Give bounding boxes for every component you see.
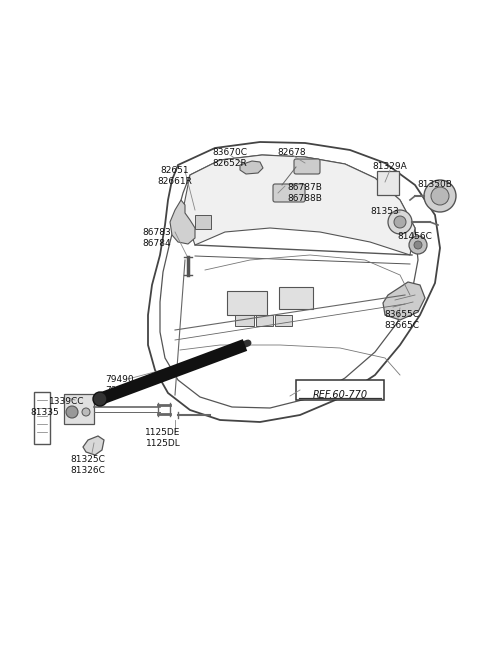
FancyBboxPatch shape [235, 314, 253, 326]
Text: 81326C: 81326C [71, 466, 106, 475]
Text: 1125DE: 1125DE [145, 428, 180, 437]
Polygon shape [383, 282, 425, 320]
FancyBboxPatch shape [296, 380, 384, 400]
Text: 79490: 79490 [106, 375, 134, 384]
Text: 82652R: 82652R [213, 159, 247, 168]
FancyBboxPatch shape [294, 159, 320, 174]
Circle shape [409, 236, 427, 254]
Polygon shape [83, 436, 104, 455]
Text: 86788B: 86788B [287, 194, 322, 203]
Polygon shape [183, 155, 415, 255]
Text: REF.60-770: REF.60-770 [312, 390, 368, 400]
FancyBboxPatch shape [64, 394, 94, 424]
FancyBboxPatch shape [275, 314, 291, 326]
Circle shape [424, 180, 456, 212]
Text: 82661R: 82661R [157, 177, 192, 186]
Text: 81353: 81353 [371, 207, 399, 216]
Circle shape [431, 187, 449, 205]
Text: 81456C: 81456C [397, 232, 432, 241]
Polygon shape [170, 200, 195, 244]
Text: 79480: 79480 [106, 386, 134, 395]
Text: 83665C: 83665C [384, 321, 420, 330]
Text: 81325C: 81325C [71, 455, 106, 464]
Circle shape [388, 210, 412, 234]
Polygon shape [240, 161, 263, 174]
Circle shape [394, 216, 406, 228]
Text: 86787B: 86787B [287, 183, 322, 192]
FancyBboxPatch shape [377, 171, 399, 195]
Text: 86783: 86783 [143, 228, 171, 237]
Text: 81350B: 81350B [418, 180, 453, 189]
Text: 83670C: 83670C [213, 148, 248, 157]
Text: 82678: 82678 [278, 148, 306, 157]
Circle shape [414, 241, 422, 249]
FancyBboxPatch shape [34, 392, 50, 444]
FancyBboxPatch shape [255, 314, 273, 326]
Text: 81329A: 81329A [372, 162, 408, 171]
Circle shape [93, 392, 107, 406]
Text: 82651: 82651 [161, 166, 189, 175]
Text: 1125DL: 1125DL [145, 439, 180, 448]
FancyBboxPatch shape [273, 184, 305, 202]
Text: 83655C: 83655C [384, 310, 420, 319]
Circle shape [82, 408, 90, 416]
FancyBboxPatch shape [227, 291, 267, 315]
Circle shape [66, 406, 78, 418]
Text: 86784: 86784 [143, 239, 171, 248]
Text: 81335: 81335 [31, 408, 60, 417]
FancyBboxPatch shape [279, 287, 313, 309]
Text: 1339CC: 1339CC [49, 397, 85, 406]
FancyBboxPatch shape [195, 215, 211, 229]
